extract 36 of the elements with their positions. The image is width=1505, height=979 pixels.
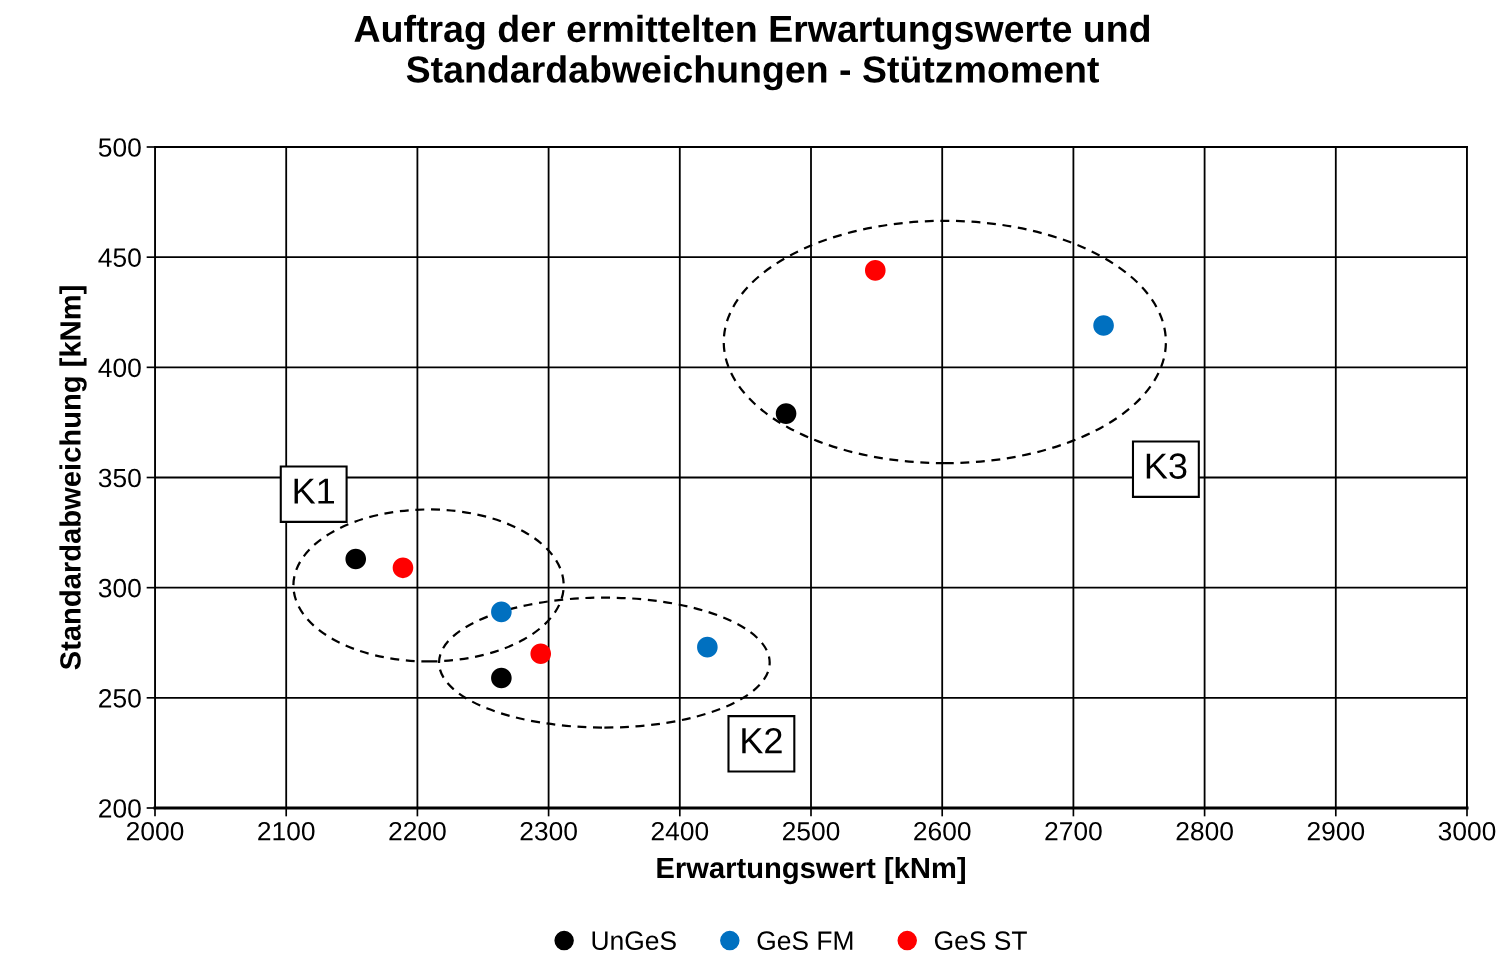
point [864,260,886,281]
legend-label: GeS FM [757,931,853,951]
annotation: K3 [1146,453,1187,479]
x-tick-label: 2400 [651,821,709,841]
point [775,403,797,424]
y-tick-label: 350 [98,468,141,488]
point [697,636,718,658]
point [1093,315,1114,336]
y-tick-label: 250 [99,688,141,708]
annotation: K2 [742,727,782,754]
y-axis-title: Standardabweichung [kNm] [59,286,87,670]
x-tick-label: 2000 [126,821,184,841]
y-tick-label: 500 [98,138,141,157]
point [345,548,367,570]
point [491,667,512,689]
x-tick-label: 2100 [258,821,315,841]
x-tick-label: 2700 [1045,821,1102,841]
x-tick-label: 2200 [389,821,446,841]
x-tick-label: 2500 [782,821,840,841]
x-axis-title: Erwartungswert [kNm] [657,856,965,885]
point [392,557,414,579]
legend-label: UnGeS [592,931,676,951]
x-tick-label: 3000 [1438,821,1496,841]
y-tick-label: 400 [98,358,141,378]
y-tick-label: 300 [98,578,141,598]
x-tick-label: 2600 [914,821,971,841]
y-tick-label: 450 [98,248,141,267]
annotation: K1 [294,478,335,504]
chart-title: Auftrag der ermittelten Erwartungswerte und Standardabweichungen - Stützmoment [354,14,1150,91]
legend-label: GeS ST [934,931,1027,951]
x-tick-label: 2800 [1176,821,1233,841]
x-tick-label: 2900 [1307,821,1365,841]
x-tick-label: 2300 [520,821,577,841]
point [491,601,512,623]
y-tick-label: 200 [99,799,141,818]
point [530,643,552,665]
